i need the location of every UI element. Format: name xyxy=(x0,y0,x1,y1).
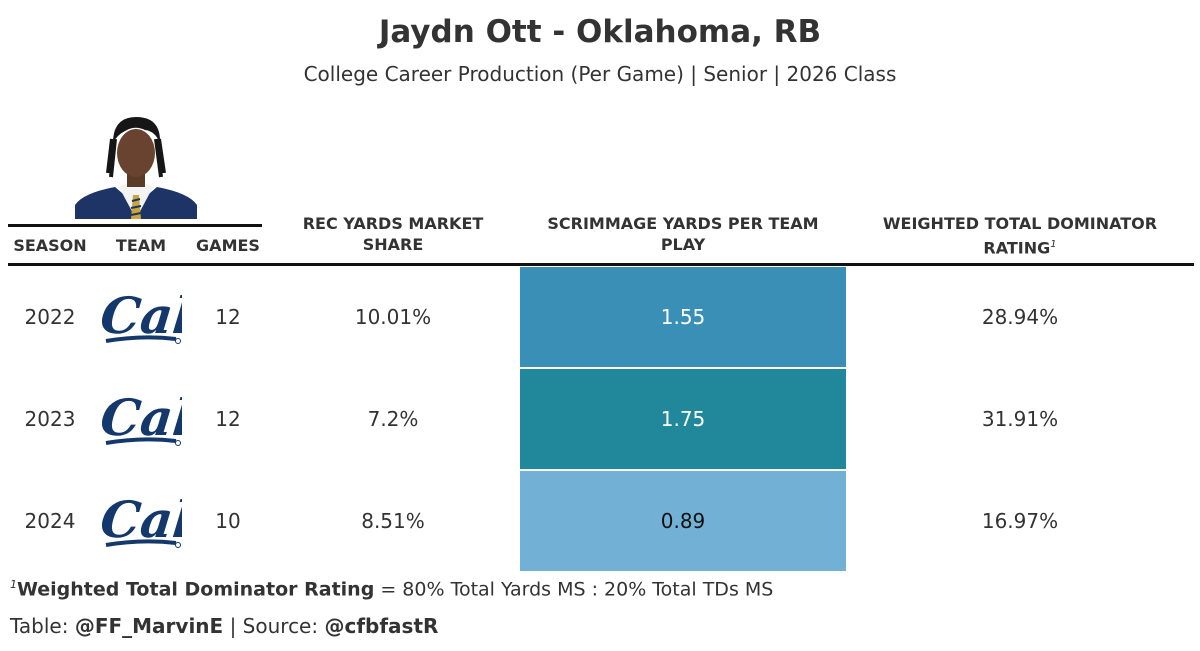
col-header-games: GAMES xyxy=(196,236,260,255)
col-header-wtdr-label: WEIGHTED TOTAL DOMINATOR RATING xyxy=(882,214,1158,258)
cell-wtdr: 28.94% xyxy=(981,305,1059,329)
cell-scrimmage-yards: 1.55 xyxy=(520,267,846,367)
col-header-scrimmage-yards: SCRIMMAGE YARDS PER TEAM PLAY xyxy=(547,214,819,254)
col-header-season: SEASON xyxy=(13,236,87,255)
cell-wtdr: 16.97% xyxy=(981,509,1059,533)
svg-text:Cal: Cal xyxy=(102,490,182,549)
player-headshot xyxy=(75,113,197,219)
footnote-mark: 1 xyxy=(1050,239,1057,250)
cell-games: 10 xyxy=(215,509,241,533)
cell-games: 12 xyxy=(215,305,241,329)
col-header-wtdr: WEIGHTED TOTAL DOMINATOR RATING1 xyxy=(870,213,1170,258)
team-logo-cal: Cal xyxy=(98,285,195,353)
team-logo-cal: Cal xyxy=(98,387,195,455)
cell-scrimmage-yards: 0.89 xyxy=(520,471,846,571)
cell-season: 2023 xyxy=(24,407,76,431)
team-logo-cal: Cal xyxy=(98,489,195,557)
col-header-team: TEAM xyxy=(115,236,167,255)
credits-table-handle: @FF_MarvinE xyxy=(74,614,224,638)
cell-games: 12 xyxy=(215,407,241,431)
cell-scrimmage-yards: 1.75 xyxy=(520,369,846,469)
col-header-rec-yards-ms: REC YARDS MARKET SHARE xyxy=(302,214,484,254)
cell-wtdr: 31.91% xyxy=(981,407,1059,431)
cell-rec-yards-ms: 8.51% xyxy=(361,509,425,533)
svg-text:Cal: Cal xyxy=(102,286,182,345)
cell-season: 2022 xyxy=(24,305,76,329)
footnote-mark: 1 xyxy=(10,578,17,591)
credits: Table: @FF_MarvinE | Source: @cfbfastR xyxy=(10,614,438,638)
cell-season: 2024 xyxy=(24,509,76,533)
footnote-definition: = 80% Total Yards MS : 20% Total TDs MS xyxy=(374,578,774,601)
page-title: Jaydn Ott - Oklahoma, RB xyxy=(378,14,822,50)
credits-table-label: Table: xyxy=(10,614,75,638)
header-rule xyxy=(8,263,1194,266)
credits-separator: | Source: xyxy=(223,614,325,638)
credits-source-handle: @cfbfastR xyxy=(324,614,439,638)
cell-rec-yards-ms: 7.2% xyxy=(367,407,419,431)
page-subtitle: College Career Production (Per Game) | S… xyxy=(303,62,897,86)
spanner-rule xyxy=(8,224,262,227)
footnote: 1Weighted Total Dominator Rating = 80% T… xyxy=(10,578,773,600)
cell-rec-yards-ms: 10.01% xyxy=(354,305,432,329)
svg-text:Cal: Cal xyxy=(102,388,182,447)
footnote-term: Weighted Total Dominator Rating xyxy=(17,578,375,601)
